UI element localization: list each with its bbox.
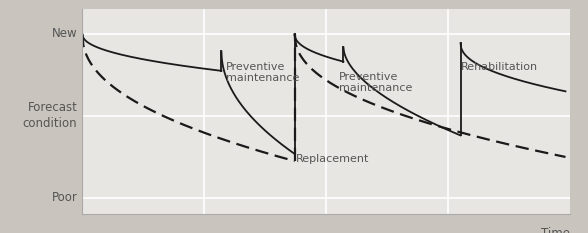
Text: Preventive
maintenance: Preventive maintenance	[226, 62, 300, 83]
Text: Time: Time	[542, 227, 570, 233]
Text: Rehabilitation: Rehabilitation	[460, 62, 537, 72]
Text: New: New	[52, 27, 78, 40]
Text: Replacement: Replacement	[296, 154, 369, 164]
Text: Forecast
condition: Forecast condition	[23, 101, 78, 130]
Text: Preventive
maintenance: Preventive maintenance	[339, 72, 412, 93]
Text: Poor: Poor	[52, 192, 78, 204]
